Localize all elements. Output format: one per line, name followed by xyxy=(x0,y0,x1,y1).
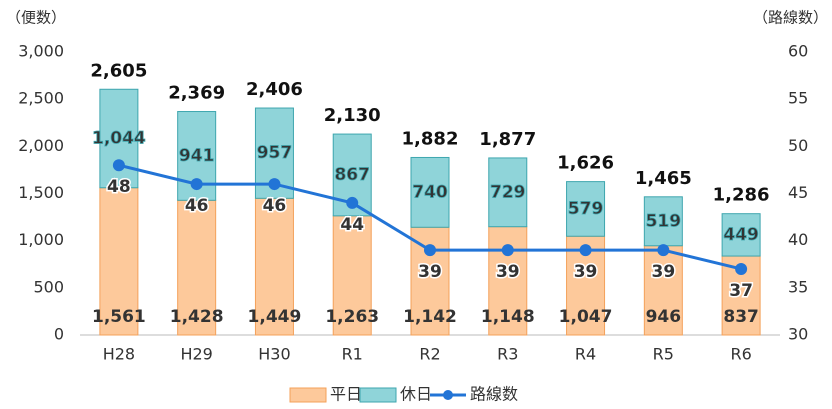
line-point xyxy=(501,244,514,257)
line-point xyxy=(112,159,125,172)
line-value-label: 46 xyxy=(185,196,209,216)
line-value-label: 37 xyxy=(729,281,753,301)
y-tick-label: 3,000 xyxy=(18,42,64,61)
y-tick-label: 0 xyxy=(54,325,64,344)
total-label: 1,882 xyxy=(402,128,459,149)
value-label: 867 xyxy=(334,165,370,185)
bar-segment xyxy=(254,197,294,336)
x-tick-label: H29 xyxy=(180,345,212,364)
total-label: 1,465 xyxy=(635,168,692,189)
y-axis-label: （便数） xyxy=(6,9,66,27)
value-label: 740 xyxy=(412,182,448,202)
x-tick-label: H30 xyxy=(258,345,290,364)
y2-tick-label: 55 xyxy=(788,89,808,108)
total-label: 1,877 xyxy=(479,129,536,150)
total-label: 2,406 xyxy=(246,79,303,100)
value-label: 1,561 xyxy=(92,307,146,327)
line-value-label: 39 xyxy=(496,262,520,282)
y-tick-label: 2,500 xyxy=(18,89,64,108)
legend-label: 路線数 xyxy=(470,385,518,404)
value-label: 579 xyxy=(568,199,604,219)
legend-marker xyxy=(443,390,453,400)
y2-tick-label: 35 xyxy=(788,277,808,296)
y-tick-label: 1,000 xyxy=(18,230,64,249)
y2-tick-label: 40 xyxy=(788,230,808,249)
value-label: 1,263 xyxy=(325,307,379,327)
value-label: 1,449 xyxy=(248,307,302,327)
value-label: 1,044 xyxy=(92,129,146,149)
x-tick-label: R5 xyxy=(653,345,674,364)
legend-label: 休日 xyxy=(400,385,432,404)
total-label: 2,130 xyxy=(324,105,381,126)
legend-swatch xyxy=(359,387,397,403)
line-value-label: 39 xyxy=(651,262,675,282)
bar-segment xyxy=(488,157,528,228)
line-value-label: 39 xyxy=(418,262,442,282)
line-value-label: 46 xyxy=(263,196,287,216)
x-tick-label: H28 xyxy=(103,345,135,364)
legend-label: 平日 xyxy=(330,385,362,404)
bar-segment xyxy=(99,187,139,336)
x-tick-label: R2 xyxy=(419,345,440,364)
total-label: 1,286 xyxy=(713,185,770,206)
x-tick-label: R4 xyxy=(575,345,596,364)
value-label: 1,142 xyxy=(403,307,457,327)
value-label: 957 xyxy=(257,143,293,163)
total-label: 1,626 xyxy=(557,153,614,174)
line-point xyxy=(268,178,281,191)
legend-swatch xyxy=(289,387,327,403)
value-label: 1,148 xyxy=(481,307,535,327)
y2-tick-label: 50 xyxy=(788,136,808,155)
line-value-label: 44 xyxy=(340,215,364,235)
bar-segment xyxy=(643,245,683,336)
value-label: 1,047 xyxy=(559,307,613,327)
x-tick-label: R1 xyxy=(342,345,363,364)
y2-axis-label: （路線数） xyxy=(753,9,828,27)
line-point xyxy=(346,196,359,209)
bar-segment xyxy=(410,156,450,228)
line-point xyxy=(190,178,203,191)
y2-tick-label: 45 xyxy=(788,183,808,202)
line-point xyxy=(424,244,436,257)
value-label: 946 xyxy=(646,307,682,327)
y-tick-label: 2,000 xyxy=(18,136,64,155)
bar-segment xyxy=(332,215,372,336)
value-label: 729 xyxy=(490,182,526,202)
value-label: 519 xyxy=(646,211,682,231)
x-tick-label: R6 xyxy=(730,345,751,364)
y-tick-label: 1,500 xyxy=(18,183,64,202)
value-label: 941 xyxy=(179,146,215,166)
line-value-label: 39 xyxy=(574,262,598,282)
value-label: 837 xyxy=(723,307,759,327)
total-label: 2,369 xyxy=(168,83,225,104)
y2-tick-label: 60 xyxy=(788,42,808,61)
y-tick-label: 500 xyxy=(33,277,64,296)
bar-segment xyxy=(721,213,761,257)
line-point xyxy=(579,244,592,257)
y2-tick-label: 30 xyxy=(788,325,808,344)
bar-segment xyxy=(99,88,139,189)
x-tick-label: R3 xyxy=(497,345,518,364)
line-value-label: 48 xyxy=(107,177,131,197)
line-point xyxy=(735,262,748,275)
value-label: 449 xyxy=(723,225,759,245)
value-label: 1,428 xyxy=(170,307,224,327)
bar-segment xyxy=(566,181,606,237)
total-label: 2,605 xyxy=(90,60,147,81)
line-point xyxy=(657,244,670,257)
